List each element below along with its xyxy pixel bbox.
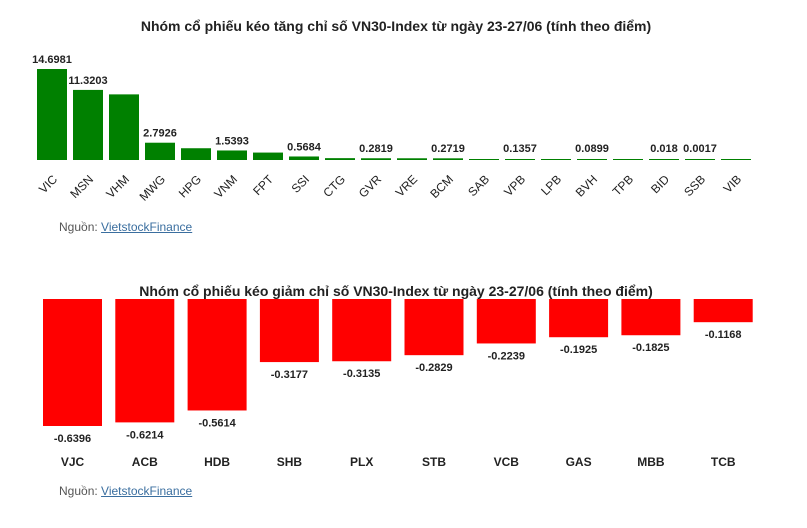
data-label-bid: 0.018	[650, 143, 678, 155]
data-label-acb: -0.6214	[126, 429, 164, 441]
bar-ctg	[325, 158, 355, 160]
tick-label-vpb: VPB	[501, 172, 528, 199]
bar-vic	[37, 69, 67, 160]
tick-label-ssi: SSI	[289, 172, 313, 196]
bar-mwg	[145, 142, 175, 160]
bar-fpt	[253, 152, 283, 160]
data-label-shb: -0.3177	[271, 369, 308, 381]
tick-label-bid: BID	[648, 172, 672, 196]
source-link[interactable]: VietstockFinance	[101, 220, 193, 234]
data-label-gas: -0.1925	[560, 344, 597, 356]
data-label-mbb: -0.1825	[632, 342, 669, 354]
tick-label-hpg: HPG	[176, 172, 204, 200]
tick-label-vre: VRE	[393, 172, 420, 199]
tick-label-bcm: BCM	[427, 172, 456, 201]
tick-label-ssb: SSB	[681, 172, 708, 199]
bar-mbb	[621, 299, 681, 336]
tick-label-gas: GAS	[566, 455, 592, 469]
data-label-tcb: -0.1168	[705, 329, 742, 341]
bar-ssi	[289, 156, 319, 160]
tick-label-hdb: HDB	[204, 455, 230, 469]
data-label-vnm: 1.5393	[215, 135, 249, 147]
bar-hdb	[187, 299, 247, 411]
bar-bvh	[577, 159, 607, 160]
bar-msn	[73, 89, 103, 160]
source-link[interactable]: VietstockFinance	[101, 484, 193, 498]
bar-vib	[721, 159, 751, 160]
bar-ssb	[685, 159, 715, 160]
chart-title: Nhóm cổ phiếu kéo giảm chỉ số VN30-Index…	[139, 283, 652, 299]
tick-label-gvr: GVR	[356, 172, 385, 201]
bar-acb	[115, 299, 175, 423]
bar-tpb	[613, 159, 643, 160]
tick-label-tcb: TCB	[711, 455, 736, 469]
data-label-vcb: -0.2239	[488, 350, 525, 362]
tick-label-shb: SHB	[277, 455, 303, 469]
tick-label-vib: VIB	[721, 172, 745, 196]
bar-gvr	[361, 158, 391, 160]
tick-label-acb: ACB	[132, 455, 158, 469]
source-line-gainers: Nguồn: VietstockFinance	[59, 220, 192, 234]
tick-label-plx: PLX	[350, 455, 373, 469]
data-label-msn: 11.3203	[68, 75, 107, 87]
tick-label-msn: MSN	[67, 172, 96, 201]
data-label-gvr: 0.2819	[359, 143, 393, 155]
bar-hpg	[181, 148, 211, 160]
chart-title: Nhóm cổ phiếu kéo tăng chỉ số VN30-Index…	[141, 18, 651, 34]
data-label-vic: 14.6981	[32, 54, 72, 66]
tick-label-vnm: VNM	[211, 172, 240, 201]
source-line-losers: Nguồn: VietstockFinance	[59, 484, 192, 498]
losers-chart: -0.6396 VJC -0.6214 ACB -0.5614 HDB -0.3177 SHB…	[43, 283, 753, 469]
data-label-hdb: -0.5614	[198, 417, 236, 429]
tick-label-mwg: MWG	[137, 172, 169, 204]
bar-vre	[397, 158, 427, 160]
bar-vhm	[109, 94, 139, 160]
bar-stb	[404, 299, 464, 356]
tick-label-tpb: TPB	[610, 172, 636, 198]
data-label-mwg: 2.7926	[143, 128, 177, 140]
source-label: Nguồn:	[59, 484, 98, 498]
bar-vnm	[217, 150, 247, 160]
data-label-plx: -0.3135	[343, 368, 380, 380]
tick-label-mbb: MBB	[637, 455, 665, 469]
data-label-vjc: -0.6396	[54, 433, 91, 445]
bar-shb	[259, 299, 319, 363]
tick-label-stb: STB	[422, 455, 446, 469]
tick-label-vhm: VHM	[103, 172, 132, 201]
tick-label-ctg: CTG	[320, 172, 348, 200]
data-label-ssi: 0.5684	[287, 141, 322, 153]
bar-plx	[332, 299, 392, 362]
bar-gas	[549, 299, 609, 338]
data-label-bcm: 0.2719	[431, 143, 465, 155]
source-label: Nguồn:	[59, 220, 98, 234]
data-label-vpb: 0.1357	[503, 143, 537, 155]
bar-vpb	[505, 159, 535, 160]
tick-label-vjc: VJC	[61, 455, 85, 469]
data-label-stb: -0.2829	[415, 362, 452, 374]
tick-label-vic: VIC	[36, 172, 60, 196]
bar-lpb	[541, 159, 571, 160]
bar-bid	[649, 159, 679, 160]
bar-vjc	[43, 299, 102, 426]
bar-vcb	[476, 299, 536, 344]
bar-bcm	[433, 158, 463, 160]
data-label-bvh: 0.0899	[575, 143, 609, 155]
tick-label-lpb: LPB	[538, 172, 564, 198]
gainers-chart: Nhóm cổ phiếu kéo tăng chỉ số VN30-Index…	[32, 18, 751, 204]
tick-label-fpt: FPT	[250, 172, 276, 198]
data-label-ssb: 0.0017	[683, 143, 717, 155]
bar-tcb	[693, 299, 753, 323]
bar-sab	[469, 159, 499, 160]
tick-label-bvh: BVH	[573, 172, 600, 199]
tick-label-sab: SAB	[465, 172, 492, 199]
tick-label-vcb: VCB	[494, 455, 520, 469]
